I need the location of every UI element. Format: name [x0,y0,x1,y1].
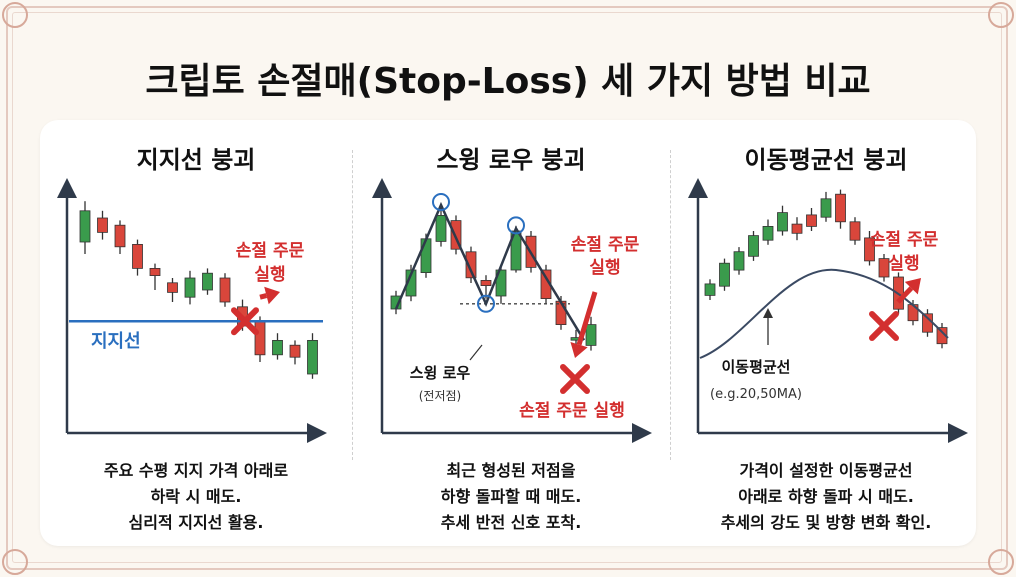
desc-line: 하향 돌파할 때 매도. [440,487,582,506]
candle-body [585,324,597,346]
desc-line: 아래로 하향 돌파 시 매도. [738,487,914,506]
callout-arrow [259,293,268,300]
desc-line: 주요 수평 지지 가격 아래로 [103,461,289,480]
candle-body [495,269,507,297]
candle-body [219,277,231,303]
method-title-moving-average: 이동평균선 붕괴 [744,146,908,174]
candle-body [167,282,178,293]
candle-body [114,224,126,248]
page-title: 크립토 손절매(Stop-Loss) 세 가지 방법 비교 [145,61,871,102]
candle-body [733,251,745,271]
candle-body [719,262,730,287]
candle-body [777,212,788,232]
desc-line: 가격이 설정한 이동평균선 [739,461,913,480]
callout-arrowhead [570,341,588,358]
candle-body [97,217,108,233]
corner-ornament [2,549,28,575]
corner-ornament [988,549,1014,575]
stop-loss-callout: 손절 주문 실행 [519,400,625,421]
candle-body [289,344,301,358]
zigzag-trend-line [394,201,586,341]
comparison-panel [40,120,976,546]
outer-frame [6,6,1008,570]
ma-label: 이동평균선 [721,358,790,376]
method-title-swing-low: 스윙 로우 붕괴 [436,146,586,174]
candle-body [272,339,283,356]
candle-body [820,198,832,218]
candle-body [184,277,196,298]
ma-pointer-head [763,308,773,318]
candle-body [704,283,716,296]
method-desc-support: 주요 수평 지지 가격 아래로 하락 시 매도. 심리적 지지선 활용. [46,458,346,536]
corner-ornament [2,2,28,28]
stop-loss-x-mark [869,311,899,341]
candle-body [878,258,890,278]
column-divider [352,150,353,460]
stop-loss-callout: 실행 [888,254,919,274]
candle-body [254,320,266,356]
candle-body [435,215,447,242]
candle-body [864,237,875,262]
swing-high-marker [432,193,450,211]
method-title-support: 지지선 붕괴 [136,146,256,174]
callout-arrowhead [264,286,280,305]
candle-body [748,235,759,257]
stop-loss-x-mark [560,364,590,394]
candle-body [420,238,432,273]
stop-loss-callout: 손절 주문 [870,229,939,250]
swing-low-pointer [469,344,483,361]
candle-body [307,339,318,375]
swing-low-label: 스윙 로우 [410,364,471,382]
stop-loss-callout: 손절 주문 [236,240,305,261]
candle-body [762,226,774,241]
stop-loss-callout: 손절 주문 [571,234,640,255]
column-divider [670,150,671,460]
moving-average-line [699,268,949,359]
callout-arrow [896,286,914,304]
stop-loss-callout: 실행 [589,258,620,278]
stop-loss-x-mark [231,307,259,336]
desc-line: 최근 형성된 저점을 [446,461,576,480]
callout-arrow [576,291,598,346]
candle-body [132,244,143,269]
inner-frame [12,12,1002,563]
corner-ornament [988,2,1014,28]
callout-arrowhead [904,278,921,295]
method-desc-moving-average: 가격이 설정한 이동평균선 아래로 하향 돌파 시 매도. 추세의 강도 및 방… [676,458,976,536]
candle-body [79,210,91,243]
candle-body [806,214,817,227]
desc-line: 추세 반전 신호 포착. [440,513,582,532]
swing-low-sublabel: (전저점) [419,389,461,403]
candle-body [202,272,213,291]
candle-body [835,193,846,223]
ma-sublabel: (e.g.20,50MA) [710,387,802,402]
desc-line: 추세의 강도 및 방향 변화 확인. [720,513,932,532]
method-desc-swing-low: 최근 형성된 저점을 하향 돌파할 때 매도. 추세 반전 신호 포착. [361,458,661,536]
desc-line: 심리적 지지선 활용. [128,513,264,532]
candle-body [465,251,477,279]
candle-body [480,280,492,287]
candle-body [849,221,861,241]
desc-line: 하락 시 매도. [150,487,242,506]
candle-body [450,220,462,250]
support-label: 지지선 [91,331,141,352]
candle-body [791,223,803,234]
stop-loss-callout: 실행 [254,265,285,285]
swing-low-marker [477,294,495,313]
candle-body [149,268,161,277]
swing-high-marker [507,216,525,235]
